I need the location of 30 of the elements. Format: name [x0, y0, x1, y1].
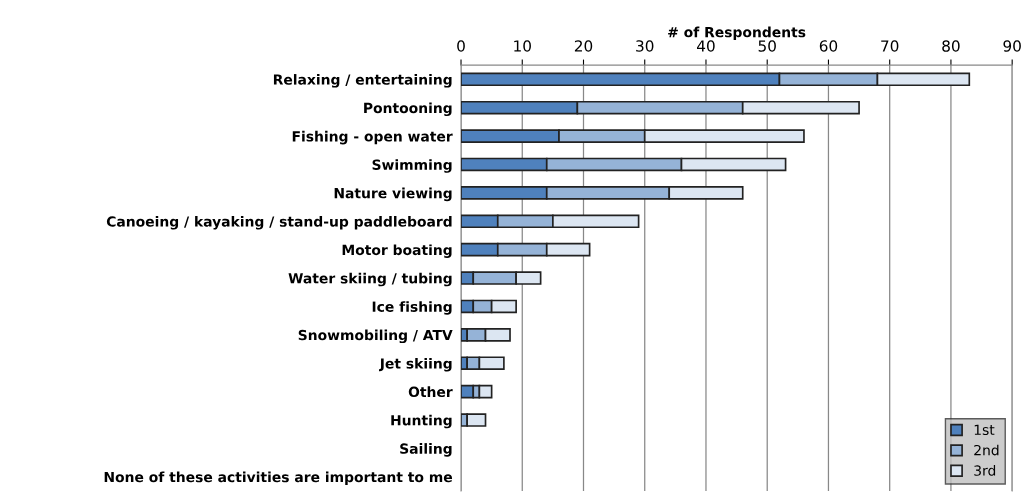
y-tick-label: Snowmobiling / ATV: [298, 329, 453, 344]
x-axis-title: # of Respondents: [668, 26, 806, 41]
x-tick-label: 0: [457, 40, 465, 52]
y-tick-label: Pontooning: [364, 102, 452, 116]
x-tick-label: 40: [697, 40, 715, 52]
y-tick-label: Fishing - open water: [292, 130, 453, 145]
bar: [466, 413, 487, 427]
x-tick-label: 60: [819, 40, 838, 52]
y-tick-label: Relaxing / entertaining: [273, 74, 452, 88]
y-tick-label: Jet skiing: [378, 357, 452, 372]
x-tick-label: 20: [574, 40, 593, 52]
legend-label: 2nd: [974, 444, 999, 456]
y-tick-label: Ice fishing: [372, 301, 452, 315]
legend-label: 1st: [974, 424, 995, 436]
y-tick-label: Canoeing / kayaking / stand-up paddleboard: [106, 216, 452, 230]
y-tick-label: Swimming: [372, 159, 452, 173]
x-tick-label: 80: [942, 40, 960, 52]
y-tick-label: Water skiing / tubing: [288, 272, 452, 287]
x-tick-label: 30: [636, 40, 654, 52]
x-tick-label: 10: [514, 40, 531, 52]
x-tick-label: 50: [758, 40, 776, 52]
legend-label: 3rd: [974, 465, 996, 476]
y-tick-label: Other: [408, 386, 453, 398]
x-tick-label: 70: [881, 40, 899, 52]
y-tick-label: None of these activities are important to me: [104, 471, 453, 485]
y-tick-label: Nature viewing: [334, 187, 452, 202]
y-tick-label: Hunting: [391, 414, 452, 429]
y-tick-label: Sailing: [400, 443, 452, 457]
x-tick-label: 90: [1003, 40, 1021, 52]
y-tick-label: Motor boating: [342, 244, 452, 258]
